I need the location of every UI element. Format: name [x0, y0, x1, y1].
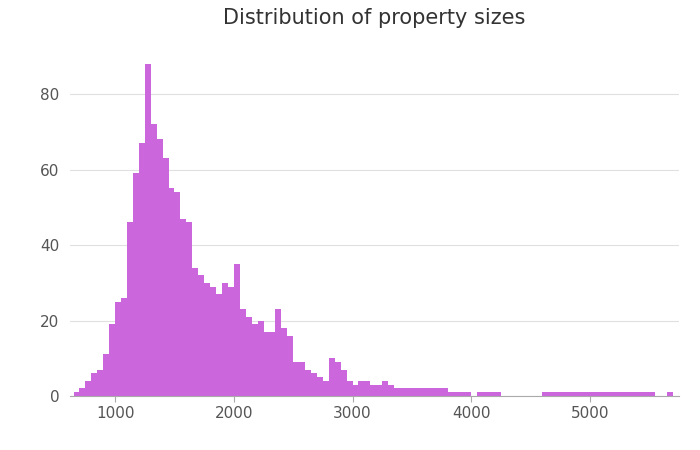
- Bar: [459, 392, 466, 396]
- Bar: [358, 381, 365, 396]
- Bar: [418, 388, 424, 396]
- Bar: [424, 388, 430, 396]
- Bar: [157, 140, 162, 396]
- Bar: [85, 381, 92, 396]
- Bar: [133, 173, 139, 396]
- Bar: [400, 388, 406, 396]
- Bar: [311, 374, 317, 396]
- Bar: [74, 392, 80, 396]
- Bar: [394, 388, 400, 396]
- Bar: [263, 332, 270, 396]
- Bar: [92, 374, 97, 396]
- Bar: [181, 219, 186, 396]
- Bar: [139, 143, 145, 396]
- Bar: [222, 283, 228, 396]
- Bar: [198, 275, 204, 396]
- Bar: [346, 381, 353, 396]
- Bar: [109, 324, 115, 396]
- Bar: [430, 388, 435, 396]
- Bar: [477, 392, 483, 396]
- Bar: [489, 392, 495, 396]
- Bar: [317, 377, 323, 396]
- Bar: [483, 392, 489, 396]
- Bar: [97, 369, 103, 396]
- Bar: [162, 158, 169, 396]
- Bar: [454, 392, 459, 396]
- Bar: [335, 362, 341, 396]
- Bar: [193, 268, 198, 396]
- Bar: [435, 388, 442, 396]
- Bar: [234, 264, 240, 396]
- Bar: [341, 369, 346, 396]
- Bar: [275, 309, 281, 396]
- Bar: [210, 287, 216, 396]
- Bar: [382, 381, 389, 396]
- Bar: [299, 362, 305, 396]
- Bar: [495, 392, 501, 396]
- Bar: [258, 320, 263, 396]
- Bar: [186, 222, 193, 396]
- Bar: [542, 392, 650, 396]
- Bar: [377, 385, 382, 396]
- Bar: [329, 358, 335, 396]
- Bar: [365, 381, 370, 396]
- Bar: [103, 355, 109, 396]
- Bar: [115, 302, 121, 396]
- Bar: [305, 369, 311, 396]
- Bar: [293, 362, 299, 396]
- Bar: [287, 336, 293, 396]
- Bar: [406, 388, 412, 396]
- Bar: [246, 317, 251, 396]
- Bar: [251, 324, 258, 396]
- Bar: [370, 385, 377, 396]
- Bar: [121, 298, 127, 396]
- Bar: [466, 392, 471, 396]
- Bar: [281, 328, 287, 396]
- Bar: [204, 283, 210, 396]
- Bar: [240, 309, 246, 396]
- Bar: [228, 287, 234, 396]
- Bar: [650, 392, 655, 396]
- Bar: [442, 388, 447, 396]
- Bar: [80, 388, 85, 396]
- Bar: [667, 392, 673, 396]
- Bar: [389, 385, 394, 396]
- Bar: [145, 64, 150, 396]
- Bar: [216, 294, 222, 396]
- Bar: [323, 381, 329, 396]
- Title: Distribution of property sizes: Distribution of property sizes: [223, 8, 526, 28]
- Bar: [150, 124, 157, 396]
- Bar: [270, 332, 275, 396]
- Bar: [174, 192, 181, 396]
- Bar: [169, 189, 174, 396]
- Bar: [353, 385, 358, 396]
- Bar: [412, 388, 418, 396]
- Bar: [127, 222, 133, 396]
- Bar: [447, 392, 454, 396]
